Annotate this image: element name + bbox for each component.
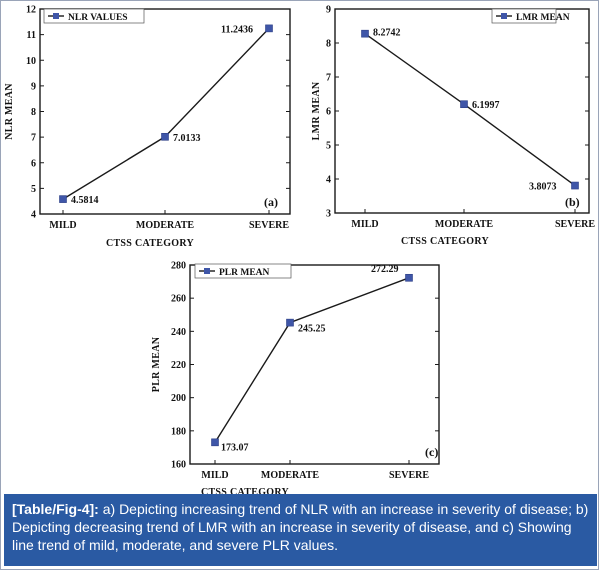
y-tick-label: 260 <box>171 294 186 305</box>
data-point-marker <box>161 132 169 141</box>
data-point-marker <box>59 195 67 203</box>
chart-c-svg: 160 180 200 220 240 260 280 MILD MODERATE SEVERE C… <box>151 261 440 498</box>
x-tick-label: SEVERE <box>555 219 595 230</box>
y-tick-label: 220 <box>171 360 186 371</box>
chart-panel-c: 160 180 200 220 240 260 280 MILD MODERATE SEVERE C… <box>145 258 455 501</box>
y-tick-label: 200 <box>171 393 186 404</box>
data-point-marker <box>405 273 413 282</box>
y-tick-label: 180 <box>171 426 186 437</box>
figure-caption: [Table/Fig-4]: a) Depicting increasing t… <box>4 494 597 566</box>
y-tick-label: 12 <box>26 5 36 16</box>
x-axis-title: CTSS CATEGORY <box>106 238 195 249</box>
plot-area <box>39 8 291 215</box>
chart-panel-b: 3 4 5 6 7 8 9 MILD MODERATE SEVERE CTSS CATEGORY LM… <box>305 0 595 260</box>
data-point-marker <box>211 438 219 447</box>
data-point-marker <box>361 29 369 38</box>
y-tick-label: 5 <box>326 141 331 152</box>
plot-area <box>189 264 440 465</box>
data-value-label: 245.25 <box>298 324 326 335</box>
x-tick-label: MILD <box>351 219 378 230</box>
x-axis-title: CTSS CATEGORY <box>201 487 290 496</box>
legend-marker <box>204 268 210 274</box>
legend-marker <box>501 13 507 19</box>
chart-a-svg: 4 5 6 7 8 9 10 11 12 MILD MODERATE SEVERE CTSS CATEG… <box>4 5 291 249</box>
legend-label: LMR MEAN <box>516 13 570 23</box>
y-tick-label: 160 <box>171 460 186 471</box>
y-tick-label: 7 <box>326 73 331 84</box>
y-tick-label: 8 <box>326 39 331 50</box>
y-axis-title: PLR MEAN <box>151 336 162 392</box>
y-tick-label: 5 <box>31 184 36 195</box>
legend-box <box>491 8 557 24</box>
legend-box <box>43 8 145 24</box>
data-value-label: 3.8073 <box>529 182 557 193</box>
x-tick-label: SEVERE <box>249 220 289 231</box>
data-value-label: 8.2742 <box>373 28 401 39</box>
data-value-label: 173.07 <box>221 442 249 453</box>
data-value-label: 272.29 <box>371 264 399 275</box>
x-tick-label: MODERATE <box>136 220 194 231</box>
data-point-marker <box>571 181 579 190</box>
data-value-label: 11.2436 <box>221 24 253 35</box>
x-tick-label: MODERATE <box>435 219 493 230</box>
y-tick-label: 6 <box>326 107 331 118</box>
legend-label: PLR MEAN <box>219 268 270 278</box>
y-tick-label: 240 <box>171 327 186 338</box>
data-point-marker <box>265 24 273 33</box>
data-value-label: 6.1997 <box>472 100 500 111</box>
y-tick-label: 280 <box>171 261 186 272</box>
data-value-label: 7.0133 <box>173 133 201 144</box>
chart-panel-a: 4 5 6 7 8 9 10 11 12 MILD MODERATE SEVERE CTSS CATEG… <box>0 0 300 260</box>
panel-tag: (c) <box>425 445 438 459</box>
y-tick-label: 7 <box>31 133 36 144</box>
x-tick-label: SEVERE <box>389 470 429 481</box>
y-tick-label: 4 <box>31 210 36 221</box>
x-tick-label: MILD <box>201 470 228 481</box>
panel-tag: (b) <box>565 195 580 209</box>
y-tick-label: 11 <box>27 30 36 41</box>
y-tick-label: 8 <box>31 107 36 118</box>
legend-label: NLR VALUES <box>68 13 128 23</box>
legend-marker <box>53 13 59 19</box>
legend-box <box>194 263 292 279</box>
x-tick-label: MODERATE <box>261 470 319 481</box>
data-value-label: 4.5814 <box>71 195 99 206</box>
x-axis-title: CTSS CATEGORY <box>401 236 490 247</box>
x-tick-label: MILD <box>49 220 76 231</box>
chart-b-svg: 3 4 5 6 7 8 9 MILD MODERATE SEVERE CTSS CATEGORY LM… <box>311 5 595 248</box>
panel-tag: (a) <box>264 195 278 209</box>
caption-text: a) Depicting increasing trend of NLR wit… <box>12 501 589 553</box>
y-tick-label: 3 <box>326 209 331 220</box>
caption-label: [Table/Fig-4]: <box>12 501 99 517</box>
y-axis-title: LMR MEAN <box>311 81 322 140</box>
y-tick-label: 9 <box>326 5 331 16</box>
y-tick-label: 10 <box>26 56 36 67</box>
y-tick-label: 4 <box>326 175 331 186</box>
y-tick-label: 9 <box>31 81 36 92</box>
y-axis-title: NLR MEAN <box>4 83 15 140</box>
data-point-marker <box>286 318 294 327</box>
y-tick-label: 6 <box>31 158 36 169</box>
data-point-marker <box>460 100 468 109</box>
